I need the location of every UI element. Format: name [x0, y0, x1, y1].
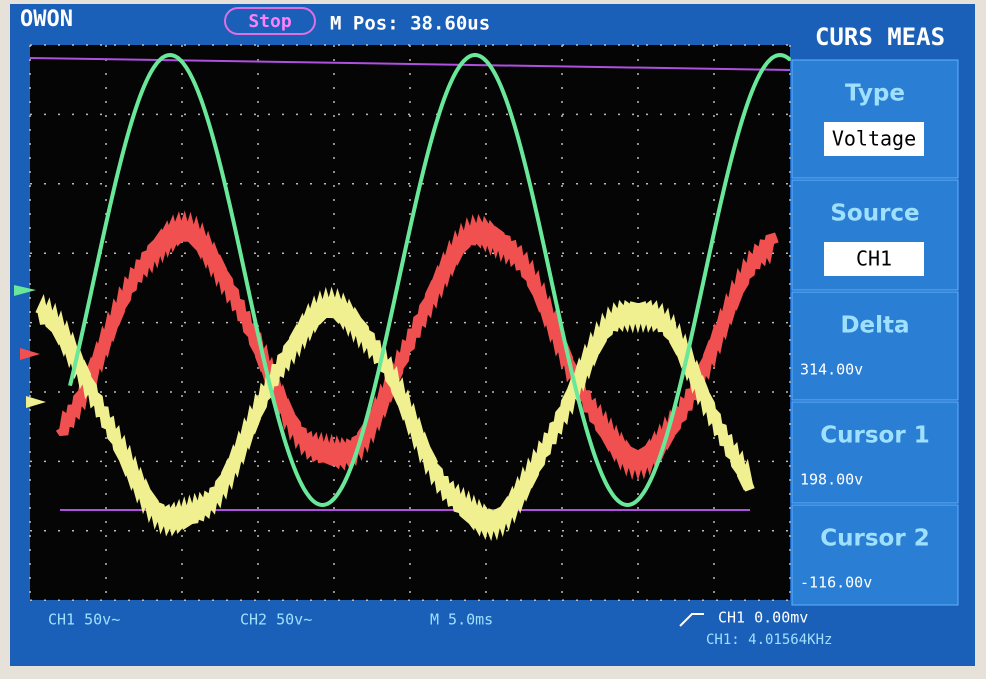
menu-panel [791, 504, 959, 606]
ch1-scale: CH1 50v~ [48, 611, 120, 629]
menu-value: 314.00v [800, 361, 863, 379]
menu-panel [791, 291, 959, 401]
brand: OWON [20, 7, 73, 32]
menu-label: Cursor 1 [820, 423, 929, 449]
frequency: CH1: 4.01564KHz [706, 632, 832, 648]
ch-marker [26, 396, 46, 408]
trigger-icon [679, 613, 704, 627]
menu-label: Type [845, 81, 905, 107]
menu-panel [791, 59, 959, 179]
ch-marker [14, 285, 36, 296]
menu-value: Voltage [832, 127, 916, 151]
menu-panel [791, 401, 959, 504]
menu-label: Cursor 2 [820, 526, 929, 552]
ch-waveform [55, 210, 779, 481]
menu-value: CH1 [856, 247, 892, 271]
menu-value-box [824, 122, 924, 156]
menu-value: -116.00v [800, 574, 872, 592]
menu-title: CURS MEAS [815, 23, 945, 51]
cursor-line [29, 57, 791, 71]
menu-label: Source [830, 201, 919, 227]
ch-marker [20, 348, 40, 360]
status-badge [224, 7, 316, 35]
menu-value: 198.00v [800, 471, 863, 489]
ch-waveform [35, 286, 755, 542]
menu-label: Delta [840, 313, 909, 339]
trigger: CH1 0.00mv [718, 609, 808, 627]
run-status: Stop [248, 11, 292, 32]
ch2-scale: CH2 50v~ [240, 611, 312, 629]
ch-waveform [68, 52, 792, 508]
menu-value-box [824, 242, 924, 276]
position: M Pos: 38.60us [330, 13, 490, 35]
time-base: M 5.0ms [430, 611, 493, 629]
menu: Type Voltage Source CH1 Delta 314.00v Cursor 1… [791, 59, 959, 606]
